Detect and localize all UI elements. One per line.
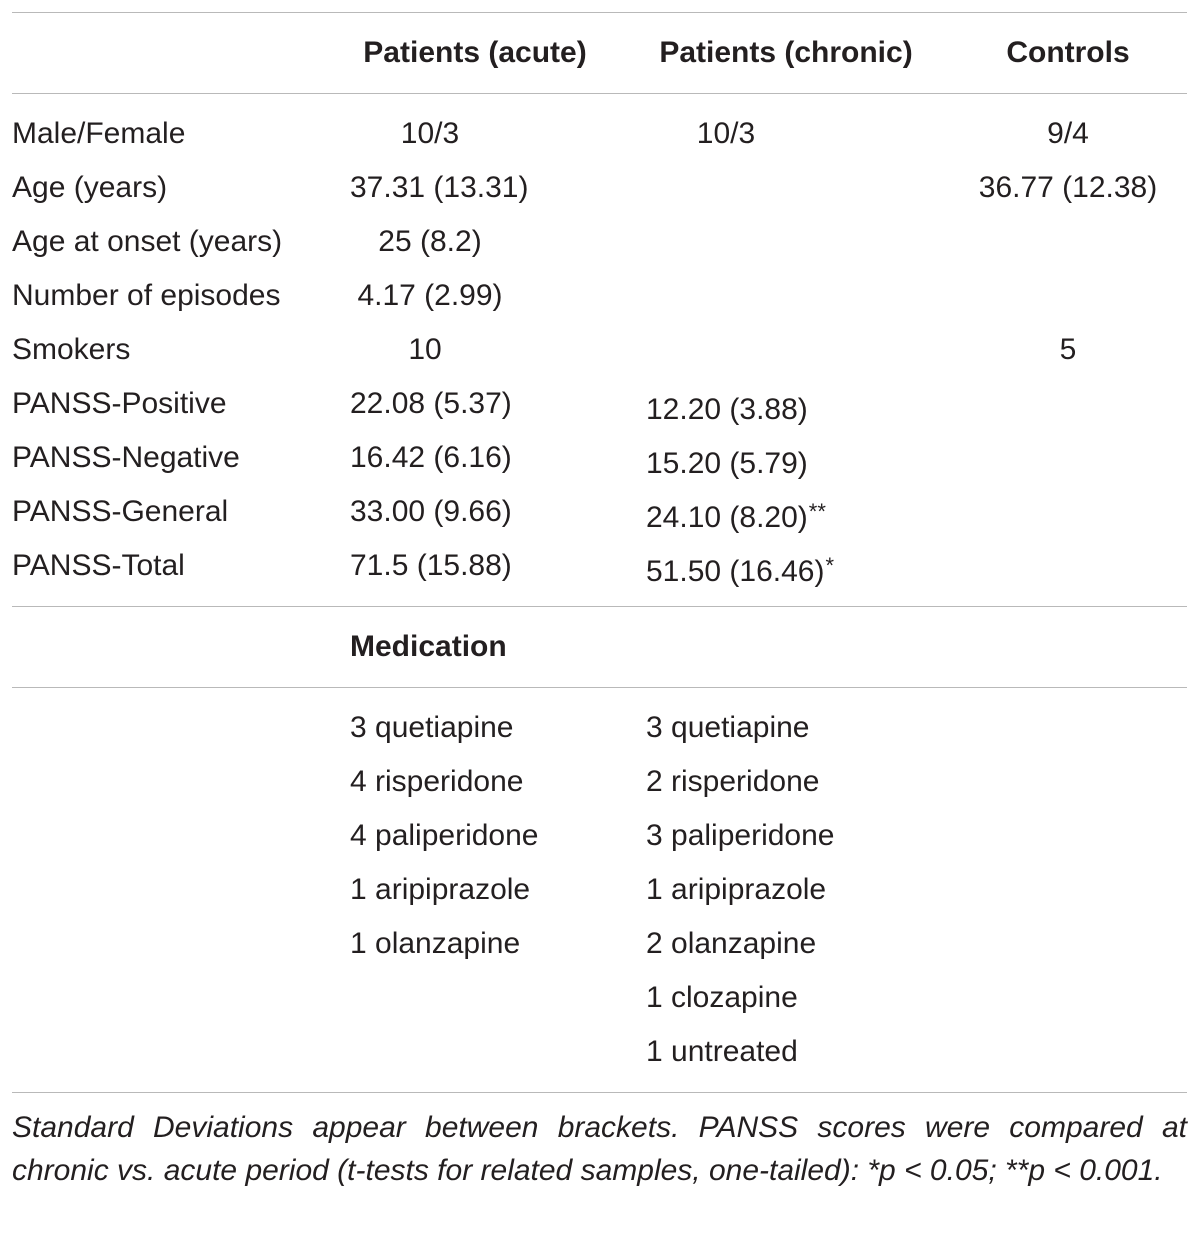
controls-value: 5 bbox=[1059, 333, 1077, 366]
medication-row: 1 untreated bbox=[12, 1025, 1187, 1079]
chronic-medication: 3 quetiapine bbox=[646, 711, 810, 744]
medication-top-rule bbox=[12, 606, 1187, 607]
medication-row: 1 clozapine bbox=[12, 971, 1187, 1025]
table-row: PANSS-Negative 16.42 (6.16) 15.20 (5.79) bbox=[12, 431, 1187, 485]
chronic-number: 12.20 (3.88) bbox=[646, 393, 808, 426]
chronic-medication: 1 untreated bbox=[646, 1035, 798, 1068]
controls-value bbox=[968, 485, 1168, 539]
controls-value: 36.77 (12.38) bbox=[978, 171, 1158, 204]
table-row: PANSS-General 33.00 (9.66) 24.10 (8.20)*… bbox=[12, 485, 1187, 539]
medication-heading-bottom-rule bbox=[12, 687, 1187, 688]
controls-value bbox=[968, 539, 1168, 593]
medication-heading: Medication bbox=[350, 630, 507, 663]
chronic-medication: 2 olanzapine bbox=[646, 927, 817, 960]
table-row: Number of episodes 4.17 (2.99) bbox=[12, 269, 1187, 323]
table-row: Age at onset (years) 25 (8.2) bbox=[12, 215, 1187, 269]
column-header-acute: Patients (acute) bbox=[363, 36, 587, 69]
significance-marker: ** bbox=[808, 499, 826, 524]
acute-medication: 1 olanzapine bbox=[350, 927, 521, 960]
chronic-number: 24.10 (8.20) bbox=[646, 501, 808, 534]
medication-row: 3 quetiapine 3 quetiapine bbox=[12, 701, 1187, 755]
row-label: PANSS-General bbox=[12, 495, 229, 528]
chronic-value: 10/3 bbox=[696, 117, 756, 150]
column-header-controls: Controls bbox=[1006, 36, 1130, 69]
medication-row: 4 paliperidone 3 paliperidone bbox=[12, 809, 1187, 863]
chronic-medication: 3 paliperidone bbox=[646, 819, 835, 852]
acute-value: 33.00 (9.66) bbox=[350, 495, 512, 528]
table-row: Male/Female 10/3 10/3 9/4 bbox=[12, 107, 1187, 161]
acute-medication: 1 aripiprazole bbox=[350, 873, 531, 906]
table-bottom-rule bbox=[12, 1092, 1187, 1093]
acute-value: 10/3 bbox=[400, 117, 460, 150]
table-row: Age (years) 37.31 (13.31) 36.77 (12.38) bbox=[12, 161, 1187, 215]
medication-row: 1 olanzapine 2 olanzapine bbox=[12, 917, 1187, 971]
chronic-value: 12.20 (3.88) bbox=[646, 377, 809, 431]
row-label: PANSS-Total bbox=[12, 549, 185, 582]
acute-value: 71.5 (15.88) bbox=[350, 549, 512, 582]
header-bottom-rule bbox=[12, 93, 1187, 94]
acute-medication: 4 paliperidone bbox=[350, 819, 539, 852]
medication-row: 4 risperidone 2 risperidone bbox=[12, 755, 1187, 809]
table-row: PANSS-Total 71.5 (15.88) 51.50 (16.46)* bbox=[12, 539, 1187, 593]
row-label: PANSS-Negative bbox=[12, 441, 240, 474]
controls-value: 9/4 bbox=[1047, 117, 1089, 150]
controls-value bbox=[968, 377, 1168, 431]
table-row: Smokers 10 5 bbox=[12, 323, 1187, 377]
significance-marker: * bbox=[825, 553, 835, 578]
table-footnote: Standard Deviations appear between brack… bbox=[12, 1111, 1187, 1187]
chronic-value: 24.10 (8.20)** bbox=[646, 485, 826, 539]
acute-medication: 3 quetiapine bbox=[350, 711, 514, 744]
row-label: Smokers bbox=[12, 333, 131, 366]
acute-medication: 4 risperidone bbox=[350, 765, 524, 798]
table-row: PANSS-Positive 22.08 (5.37) 12.20 (3.88) bbox=[12, 377, 1187, 431]
table-header-row: Patients (acute) Patients (chronic) Cont… bbox=[12, 26, 1187, 80]
chronic-number: 15.20 (5.79) bbox=[646, 447, 808, 480]
chronic-value: 51.50 (16.46)* bbox=[646, 539, 834, 593]
row-label: Age (years) bbox=[12, 171, 168, 204]
row-label: Number of episodes bbox=[12, 279, 281, 312]
chronic-medication: 1 aripiprazole bbox=[646, 873, 827, 906]
table-top-rule bbox=[12, 12, 1187, 13]
chronic-value: 15.20 (5.79) bbox=[646, 431, 809, 485]
chronic-number: 51.50 (16.46) bbox=[646, 555, 825, 588]
medication-row: 1 aripiprazole 1 aripiprazole bbox=[12, 863, 1187, 917]
controls-value bbox=[968, 269, 1168, 323]
acute-value: 37.31 (13.31) bbox=[350, 171, 529, 204]
controls-value bbox=[968, 431, 1168, 485]
controls-value bbox=[968, 215, 1168, 269]
chronic-medication: 1 clozapine bbox=[646, 981, 798, 1014]
column-header-chronic: Patients (chronic) bbox=[659, 36, 913, 69]
acute-value: 22.08 (5.37) bbox=[350, 387, 512, 420]
row-label: Male/Female bbox=[12, 117, 186, 150]
acute-value: 4.17 (2.99) bbox=[357, 279, 503, 312]
acute-value: 10 bbox=[408, 333, 442, 366]
chronic-medication: 2 risperidone bbox=[646, 765, 820, 798]
row-label: PANSS-Positive bbox=[12, 387, 227, 420]
acute-value: 25 (8.2) bbox=[378, 225, 482, 258]
row-label: Age at onset (years) bbox=[12, 225, 283, 258]
medication-heading-row: Medication bbox=[12, 620, 1187, 674]
acute-value: 16.42 (6.16) bbox=[350, 441, 512, 474]
